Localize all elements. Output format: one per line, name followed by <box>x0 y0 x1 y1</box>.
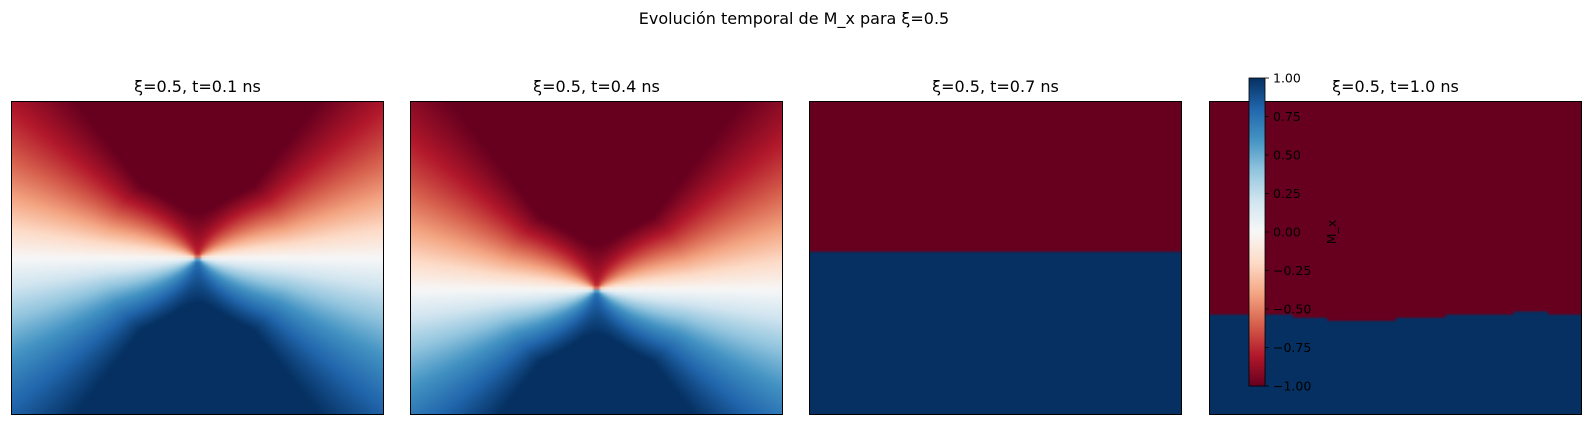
colorbar-tick-label-3: 0.25 <box>1273 186 1301 201</box>
panel-title-4: ξ=0.5, t=1.0 ns <box>1332 77 1459 96</box>
figure-title: Evolución temporal de M_x para ξ=0.5 <box>639 9 949 29</box>
colorbar-tick-label-8: −1.00 <box>1273 379 1311 394</box>
panel-frame-4 <box>1209 101 1582 415</box>
heatmap-panel-4: ξ=0.5, t=1.0 ns <box>1209 77 1582 415</box>
heatmap-image-1 <box>11 101 384 415</box>
colorbar-tick-label-5: −0.25 <box>1273 263 1311 278</box>
heatmap-image-2 <box>410 101 783 415</box>
colorbar-tick-label-2: 0.50 <box>1273 148 1301 163</box>
panel-frame-2 <box>410 101 783 415</box>
colorbar-tick-label-7: −0.75 <box>1273 340 1311 355</box>
panel-frame-3 <box>809 101 1182 415</box>
heatmap-panel-2: ξ=0.5, t=0.4 ns <box>410 77 783 415</box>
panel-title-1: ξ=0.5, t=0.1 ns <box>134 77 261 96</box>
panel-title-3: ξ=0.5, t=0.7 ns <box>932 77 1059 96</box>
heatmap-image-3 <box>809 101 1182 415</box>
heatmap-image-4 <box>1209 101 1582 415</box>
heatmap-panel-3: ξ=0.5, t=0.7 ns <box>809 77 1182 415</box>
colorbar-label: M_x <box>1324 220 1339 244</box>
colorbar: 1.00 0.75 0.50 0.25 0.00 −0.25 −0.50 −0.75 −1.00… <box>1248 71 1339 394</box>
colorbar-gradient <box>1248 77 1266 387</box>
colorbar-tick-label-4: 0.00 <box>1273 225 1301 240</box>
panels: ξ=0.5, t=0.1 ns ξ=0.5, t=0.4 ns ξ=0.5, t=0… <box>11 77 1582 415</box>
colorbar-tick-label-1: 0.75 <box>1273 109 1301 124</box>
colorbar-tick-label-6: −0.50 <box>1273 302 1311 317</box>
panel-title-2: ξ=0.5, t=0.4 ns <box>533 77 660 96</box>
heatmap-panel-1: ξ=0.5, t=0.1 ns <box>11 77 384 415</box>
colorbar-tick-label-0: 1.00 <box>1273 71 1301 86</box>
panel-frame-1 <box>11 101 384 415</box>
